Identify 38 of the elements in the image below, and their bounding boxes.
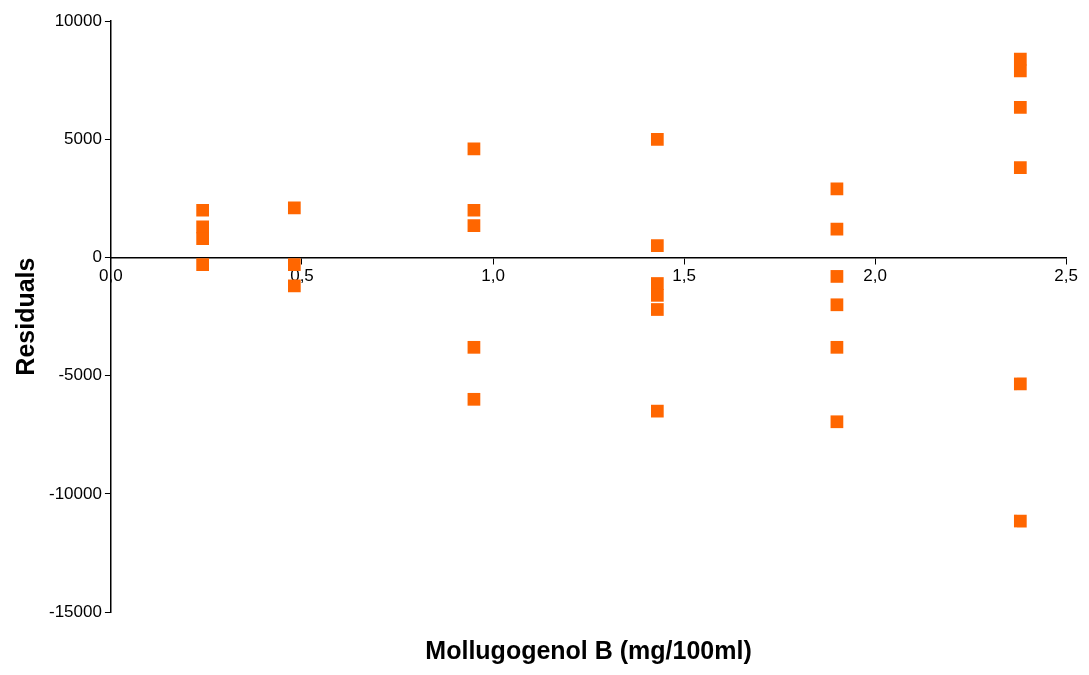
y-tick-label: 5000	[64, 129, 102, 149]
point	[1013, 514, 1027, 528]
point	[650, 277, 664, 290]
point	[467, 219, 481, 232]
point	[467, 142, 481, 156]
y-tick-label: -15000	[49, 601, 102, 621]
point	[1013, 101, 1027, 114]
point	[830, 340, 844, 354]
x-tick-label: 2,5	[1054, 266, 1078, 286]
point	[830, 270, 844, 283]
point	[650, 404, 664, 418]
y-tick-label: -5000	[58, 365, 102, 385]
point	[467, 340, 481, 354]
x-tick-label: 2,0	[863, 266, 887, 286]
point	[467, 203, 481, 217]
point	[1013, 377, 1027, 391]
point	[830, 415, 844, 429]
point	[196, 258, 209, 271]
point	[287, 201, 301, 215]
y-axis-title: Residuals	[10, 257, 39, 376]
y-tick-label: 10000	[54, 10, 102, 30]
point	[830, 298, 844, 312]
point	[650, 303, 664, 316]
point	[650, 133, 664, 146]
point	[1013, 161, 1027, 175]
point	[650, 288, 664, 302]
x-axis-title: Mollugogenol B (mg/100ml)	[425, 636, 752, 665]
point	[196, 203, 209, 217]
point	[650, 239, 664, 253]
y-tick-label: 0	[92, 247, 102, 267]
point	[196, 220, 209, 234]
point	[1013, 64, 1027, 78]
x-tick-label: 1,0	[481, 266, 505, 286]
point	[467, 392, 481, 406]
y-tick-label: -10000	[49, 483, 102, 503]
x-tick-label: 1,5	[672, 266, 696, 286]
point	[830, 222, 844, 236]
point	[196, 232, 209, 245]
